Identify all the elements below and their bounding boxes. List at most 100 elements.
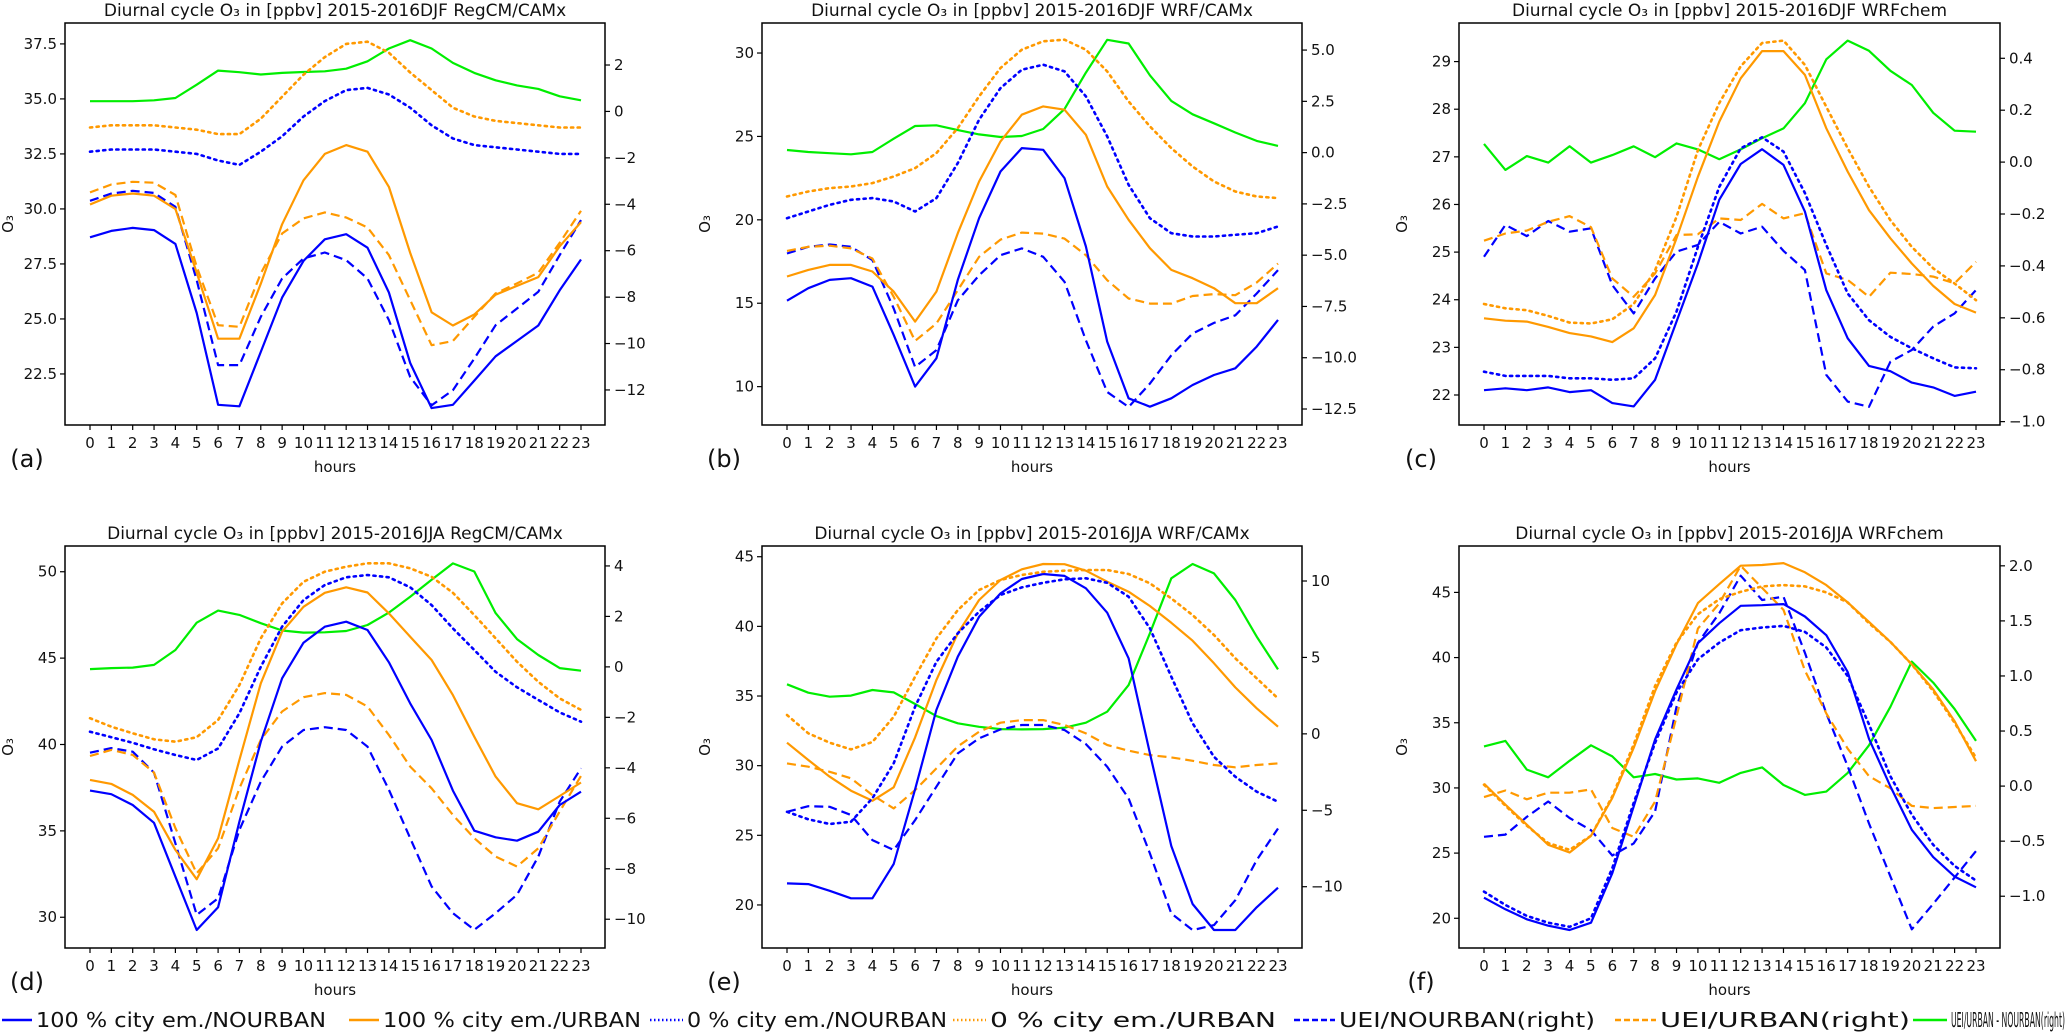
y-right-tick-label: −0.5 <box>2009 832 2045 850</box>
x-tick-label: 3 <box>149 957 159 975</box>
x-tick-label: 7 <box>932 434 942 452</box>
x-tick-label: 13 <box>358 957 377 975</box>
panel-d: 0 1 2 3 4 5 6 7 8 9 10 11 12 13 14 15 16 17 18 19 20 21 22 2330… <box>0 524 646 999</box>
y-right-tick-label: −4 <box>614 195 636 213</box>
legend-label: 0 % city em./NOURBAN <box>687 1008 947 1032</box>
x-tick-label: 23 <box>571 434 590 452</box>
x-tick-label: 16 <box>422 434 441 452</box>
x-tick-label: 17 <box>443 434 462 452</box>
y-right-tick-label: 0.0 <box>2009 153 2033 171</box>
x-tick-label: 21 <box>1226 434 1245 452</box>
x-tick-label: 6 <box>1608 434 1618 452</box>
x-tick-label: 13 <box>1753 434 1772 452</box>
series-lines <box>785 562 1280 932</box>
x-tick-label: 13 <box>358 434 377 452</box>
x-tick-label: 0 <box>1479 957 1489 975</box>
x-tick-label: 2 <box>128 434 138 452</box>
line-uei-urban <box>786 718 1279 810</box>
y-left-tick-label: 26 <box>1432 195 1451 213</box>
line-uei-diff <box>786 562 1279 731</box>
x-tick-label: 22 <box>550 434 569 452</box>
y-left-tick-label: 30 <box>735 44 754 62</box>
x-tick-label: 14 <box>1076 957 1095 975</box>
x-axis-label: hours <box>1011 458 1053 476</box>
panel-c: 0 1 2 3 4 5 6 7 8 9 10 11 12 13 14 15 16 17 18 19 20 21 22 2322… <box>1393 1 2045 476</box>
x-tick-label: 0 <box>782 957 792 975</box>
x-tick-label: 14 <box>1774 957 1793 975</box>
panel-title: Diurnal cycle O₃ in [ppbv] 2015-2016DJF … <box>811 1 1253 21</box>
y-left-tick-label: 40 <box>38 735 57 753</box>
y-right-tick-label: −6 <box>614 809 636 827</box>
y-right-tick-label: 0.0 <box>2009 777 2033 795</box>
y-right-tick-label: −6 <box>614 242 636 260</box>
plot-frame <box>1458 545 2001 949</box>
y-left-tick-label: 27 <box>1432 148 1451 166</box>
line-urban-100 <box>89 144 582 340</box>
y-right-tick-label: 0 <box>614 102 624 120</box>
line-uei-nourban <box>1483 574 1977 931</box>
panel-letter: (e) <box>707 968 741 996</box>
x-tick-label: 10 <box>1688 957 1707 975</box>
plot-frame <box>64 545 606 949</box>
x-tick-label: 20 <box>1204 957 1223 975</box>
x-tick-label: 3 <box>846 434 856 452</box>
line-urban-100 <box>1483 561 1977 854</box>
x-tick-label: 9 <box>1672 434 1682 452</box>
x-tick-label: 10 <box>991 957 1010 975</box>
y-right-tick-label: 0.2 <box>2009 101 2033 119</box>
x-tick-label: 5 <box>889 957 899 975</box>
y-axis-label: O₃ <box>1393 215 1411 233</box>
y-right-tick-label: −5.0 <box>1311 246 1347 264</box>
x-tick-label: 4 <box>868 434 878 452</box>
x-tick-label: 12 <box>337 434 356 452</box>
y-right-tick-label: −10 <box>1311 878 1343 896</box>
line-nourban-0 <box>785 63 1280 238</box>
x-tick-label: 9 <box>974 434 984 452</box>
line-urban-0 <box>1482 39 1978 325</box>
y-left-tick-label: 28 <box>1432 100 1451 118</box>
line-nourban-0 <box>88 573 583 762</box>
series-lines <box>1482 39 1978 408</box>
y-axis-label: O₃ <box>0 215 17 233</box>
line-nourban-0 <box>785 576 1280 826</box>
x-tick-label: 20 <box>1204 434 1223 452</box>
y-left-tick-label: 25 <box>1432 243 1451 261</box>
y-right-tick-label: −2 <box>614 708 636 726</box>
y-right-tick-label: −1.0 <box>2009 887 2045 905</box>
x-tick-label: 6 <box>910 957 920 975</box>
x-tick-label: 11 <box>1710 957 1729 975</box>
plot-frame <box>761 545 1303 949</box>
x-tick-label: 7 <box>235 957 245 975</box>
line-uei-nourban <box>89 189 582 407</box>
y-right-tick-label: −7.5 <box>1311 297 1347 315</box>
x-tick-label: 3 <box>1543 957 1553 975</box>
x-tick-label: 7 <box>235 434 245 452</box>
x-tick-label: 8 <box>256 957 266 975</box>
x-tick-label: 12 <box>337 957 356 975</box>
x-tick-label: 11 <box>315 434 334 452</box>
x-tick-label: 23 <box>1268 957 1287 975</box>
x-tick-label: 23 <box>571 957 590 975</box>
y-right-tick-label: 1.0 <box>2009 667 2033 685</box>
x-tick-label: 2 <box>1522 434 1532 452</box>
x-tick-label: 1 <box>1501 957 1511 975</box>
panel-f: 0 1 2 3 4 5 6 7 8 9 10 11 12 13 14 15 16 17 18 19 20 21 22 2320… <box>1393 524 2045 999</box>
x-tick-label: 23 <box>1966 957 1985 975</box>
x-axis-label: hours <box>1708 981 1750 999</box>
line-uei-nourban <box>89 726 582 931</box>
x-tick-label: 4 <box>171 434 181 452</box>
y-left-tick-label: 22 <box>1432 386 1451 404</box>
line-uei-diff <box>1483 39 1977 171</box>
y-left-tick-label: 10 <box>735 378 754 396</box>
x-tick-label: 1 <box>804 957 814 975</box>
line-uei-diff <box>89 562 582 672</box>
line-uei-diff <box>90 39 582 103</box>
x-tick-label: 6 <box>213 957 223 975</box>
x-tick-label: 19 <box>486 434 505 452</box>
x-tick-label: 20 <box>1902 957 1921 975</box>
panel-b: 0 1 2 3 4 5 6 7 8 9 10 11 12 13 14 15 16 17 18 19 20 21 22 2310… <box>696 1 1357 476</box>
y-left-tick-label: 35 <box>735 687 754 705</box>
y-right-tick-label: −8 <box>614 860 636 878</box>
plot-frame <box>1458 22 2001 426</box>
